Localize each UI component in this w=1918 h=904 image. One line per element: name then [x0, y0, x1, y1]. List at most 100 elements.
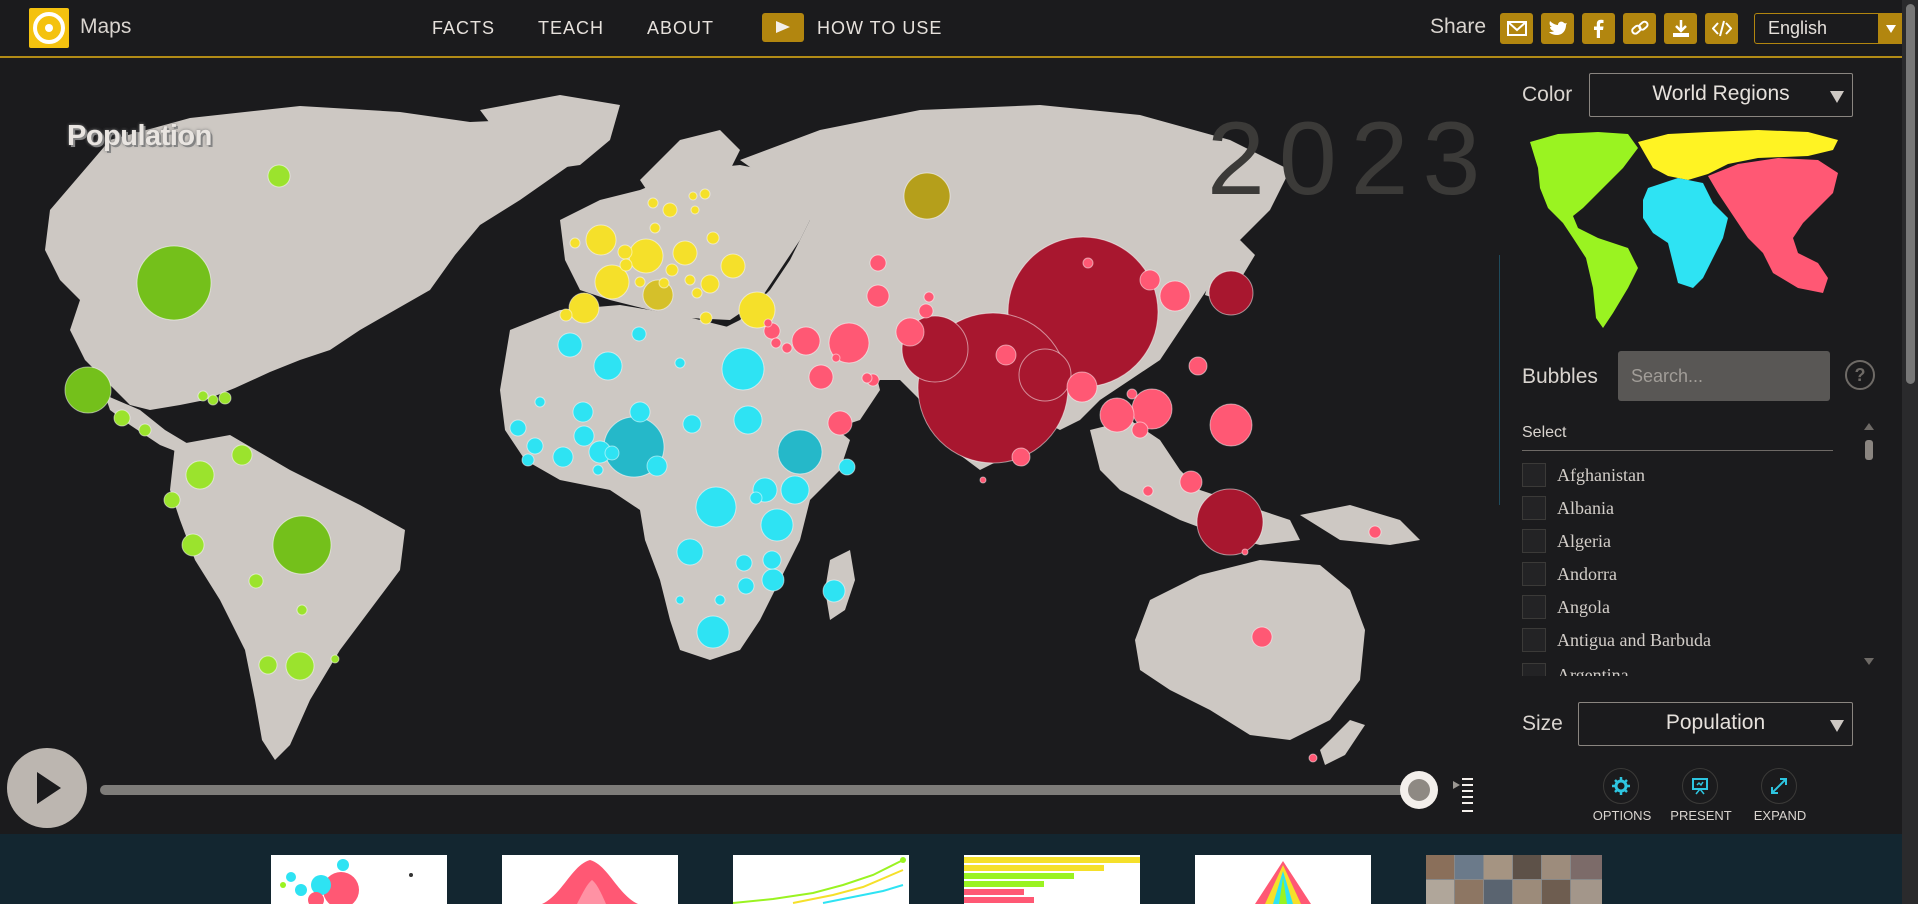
- thumbnail-population-pyramid[interactable]: [1195, 855, 1371, 904]
- thumbnail-bubbles-chart[interactable]: [271, 855, 447, 904]
- thumbnail-line-chart[interactable]: [733, 855, 909, 904]
- checkbox[interactable]: [1522, 663, 1546, 676]
- checkbox[interactable]: [1522, 628, 1546, 652]
- timeline-slider-track[interactable]: [100, 785, 1420, 795]
- twitter-icon: [1549, 21, 1567, 35]
- embed-icon: [1712, 20, 1732, 37]
- thumbnail-mountain-chart[interactable]: [502, 855, 678, 904]
- present-button[interactable]: PRESENT: [1661, 768, 1741, 824]
- bubble-cambodia: [1131, 421, 1149, 439]
- bubble-saudi-arabia: [808, 364, 834, 390]
- bubble-chad: [682, 414, 702, 434]
- thumbnail-bar-chart[interactable]: [964, 855, 1140, 904]
- nav-teach[interactable]: TEACH: [538, 18, 605, 38]
- timeline-speed-icon[interactable]: [1451, 775, 1475, 817]
- expand-icon-circle: [1761, 768, 1797, 804]
- chevron-down-icon: [1830, 720, 1844, 732]
- select-divider: [1522, 450, 1833, 451]
- play-button[interactable]: [7, 748, 87, 828]
- country-list-scrollbar[interactable]: [1862, 420, 1876, 668]
- help-icon[interactable]: ?: [1845, 360, 1875, 390]
- share-download-button[interactable]: [1664, 13, 1697, 44]
- legend-asia: [1708, 158, 1838, 293]
- bubble-drc: [695, 486, 737, 528]
- nav-facts[interactable]: FACTS: [432, 18, 496, 38]
- list-item[interactable]: Andorra: [1522, 559, 1842, 592]
- bubble-south-korea: [1159, 280, 1191, 312]
- indicator-title[interactable]: Population: [67, 120, 212, 152]
- bubble-benin: [604, 445, 620, 461]
- bubble-yemen: [827, 410, 853, 436]
- checkbox[interactable]: [1522, 496, 1546, 520]
- country-list-scroll-thumb[interactable]: [1865, 440, 1873, 460]
- bubble-angola: [676, 538, 704, 566]
- gapminder-logo[interactable]: [29, 8, 69, 48]
- share-twitter-button[interactable]: [1541, 13, 1574, 44]
- photo-grid-thumbnail-icon: [1426, 855, 1602, 904]
- bubble-latvia: [690, 205, 700, 215]
- color-dropdown[interactable]: World Regions: [1589, 73, 1853, 117]
- play-triangle-icon: [776, 21, 790, 33]
- checkbox[interactable]: [1522, 562, 1546, 586]
- bubble-greece: [699, 311, 713, 325]
- page-scrollbar-thumb[interactable]: [1906, 4, 1915, 384]
- nav-about[interactable]: ABOUT: [647, 18, 715, 38]
- how-to-use-play-button[interactable]: [762, 13, 804, 42]
- checkbox[interactable]: [1522, 595, 1546, 619]
- bubble-belarus: [706, 231, 720, 245]
- how-to-use-link[interactable]: HOW TO USE: [817, 18, 943, 38]
- country-list[interactable]: Afghanistan Albania Algeria Andorra Ango…: [1522, 460, 1852, 676]
- bubble-romania: [700, 274, 720, 294]
- timeline-slider-handle[interactable]: [1400, 771, 1438, 809]
- size-dropdown-value: Population: [1665, 711, 1766, 734]
- list-item[interactable]: Albania: [1522, 493, 1842, 526]
- country-search-input[interactable]: [1618, 351, 1830, 401]
- bubble-kazakhstan: [869, 254, 887, 272]
- bubble-cameroon: [646, 455, 668, 477]
- size-dropdown[interactable]: Population: [1578, 702, 1853, 746]
- bubble-afghanistan: [895, 317, 925, 347]
- checkbox[interactable]: [1522, 463, 1546, 487]
- bubble-russia: [903, 172, 951, 220]
- language-select[interactable]: English: [1754, 13, 1905, 44]
- checkbox[interactable]: [1522, 529, 1546, 553]
- legend-europe: [1638, 130, 1838, 180]
- bubble-iraq: [791, 326, 821, 356]
- thumbnail-dollar-street[interactable]: [1426, 855, 1602, 904]
- world-map[interactable]: [0, 58, 1500, 768]
- list-item[interactable]: Afghanistan: [1522, 460, 1842, 493]
- bubble-new-zealand: [1308, 753, 1318, 763]
- gear-icon: [1612, 777, 1630, 795]
- world-regions-legend-map[interactable]: [1528, 128, 1848, 328]
- list-item[interactable]: Algeria: [1522, 526, 1842, 559]
- bubble-kuwait: [831, 353, 841, 363]
- options-button[interactable]: OPTIONS: [1582, 768, 1662, 824]
- list-item[interactable]: Angola: [1522, 592, 1842, 625]
- bubble-denmark: [649, 222, 661, 234]
- list-item[interactable]: Argentina: [1522, 660, 1842, 676]
- bubble-poland: [672, 240, 698, 266]
- expand-button[interactable]: EXPAND: [1740, 768, 1820, 824]
- share-email-button[interactable]: [1500, 13, 1533, 44]
- list-item[interactable]: Antigua and Barbuda: [1522, 625, 1842, 658]
- bubble-uae: [861, 372, 873, 384]
- bubble-ivory-coast: [552, 446, 574, 468]
- share-link-button[interactable]: [1623, 13, 1656, 44]
- app-name[interactable]: Maps: [80, 15, 132, 38]
- presentation-icon: [1692, 778, 1708, 795]
- bubble-philippines: [1209, 403, 1253, 447]
- options-label: OPTIONS: [1592, 808, 1652, 823]
- bubble-estonia: [688, 191, 698, 201]
- share-facebook-button[interactable]: [1582, 13, 1615, 44]
- linechart-thumbnail-icon: [733, 857, 906, 904]
- bubble-ireland: [569, 237, 581, 249]
- share-embed-button[interactable]: [1705, 13, 1738, 44]
- population-bubbles[interactable]: [64, 164, 1382, 763]
- page-scrollbar[interactable]: [1902, 0, 1918, 904]
- language-dropdown-arrow[interactable]: [1878, 14, 1904, 43]
- bubble-sudan: [733, 405, 763, 435]
- land-masses: [45, 95, 1420, 765]
- bubble-nepal: [995, 344, 1017, 366]
- bubble-tanzania: [760, 508, 794, 542]
- bubble-austria: [658, 277, 670, 289]
